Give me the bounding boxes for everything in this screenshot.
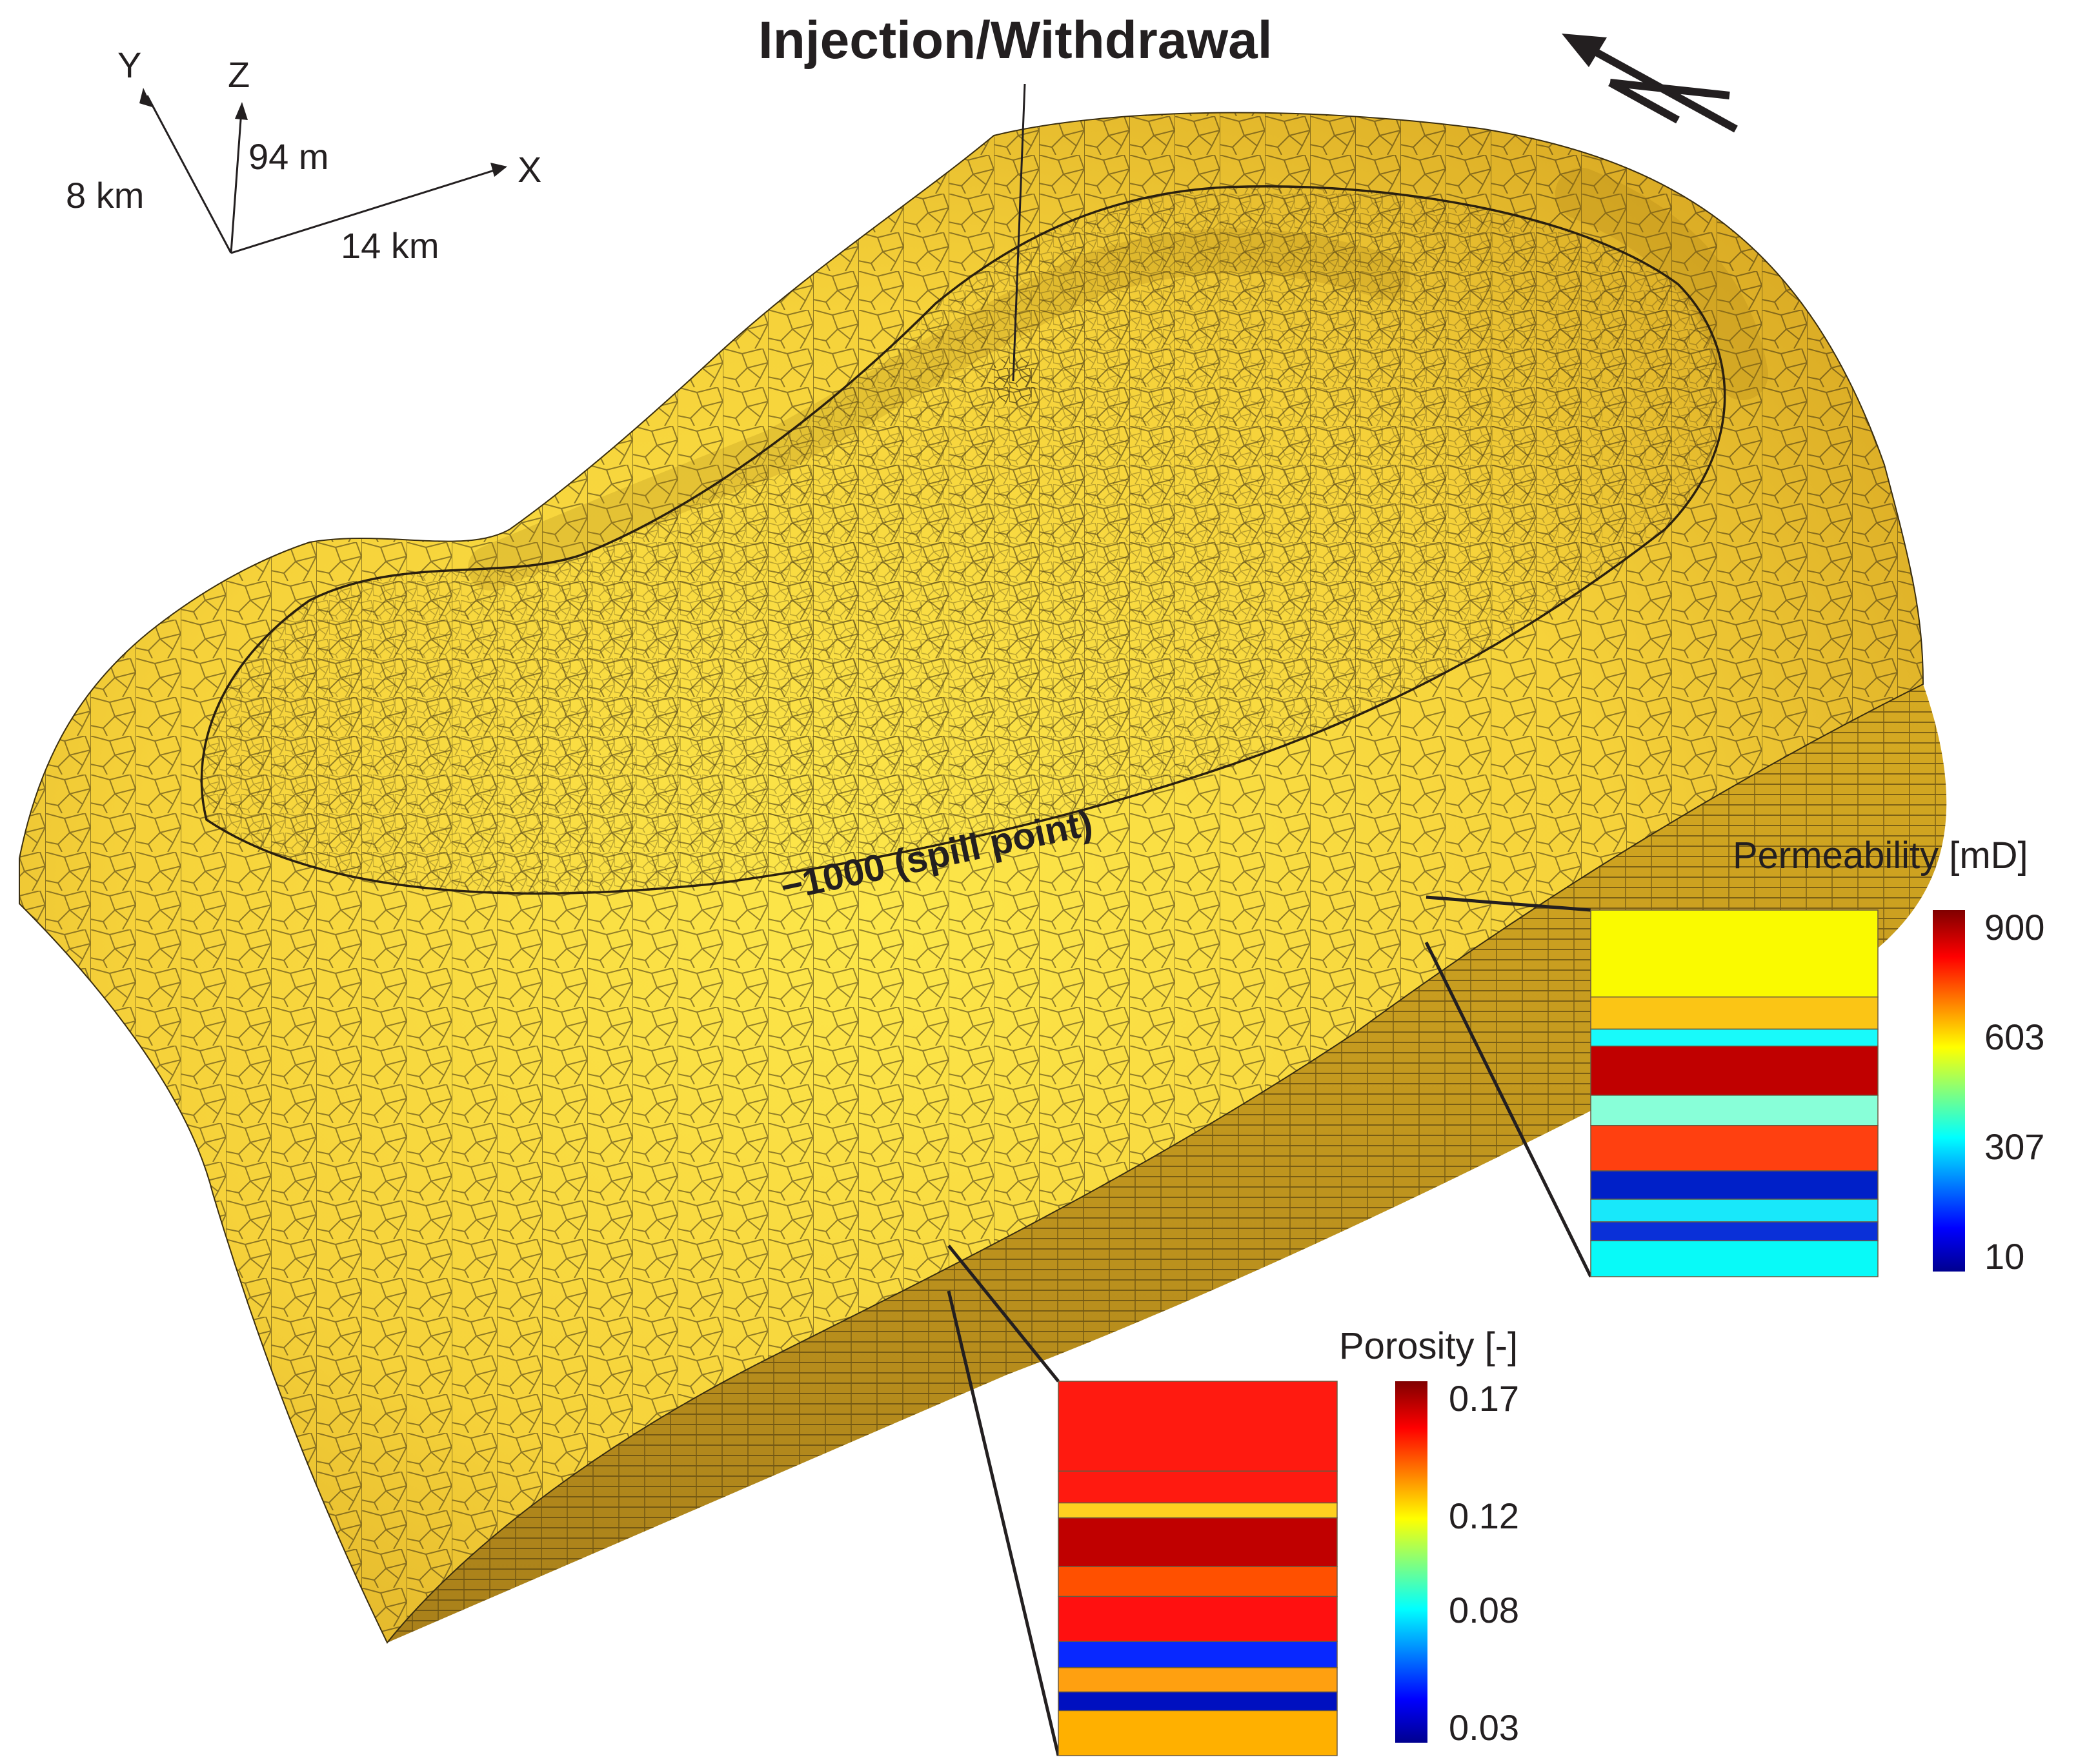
north-arrow-icon xyxy=(1562,34,1738,133)
permeability-layer-2 xyxy=(1590,996,1879,1030)
permeability-colorbar xyxy=(1933,910,1965,1272)
z-axis-arrow xyxy=(230,110,243,254)
porosity-tick-label: 0.08 xyxy=(1449,1590,1519,1630)
x-length-label: 14 km xyxy=(341,225,439,266)
y-axis-label: Y xyxy=(117,45,141,85)
porosity-title: Porosity [-] xyxy=(1339,1325,1518,1367)
porosity-ticks: 0.17 0.12 0.08 0.03 xyxy=(1449,1378,1519,1748)
porosity-tick-label: 0.03 xyxy=(1449,1707,1519,1748)
x-axis-arrow xyxy=(230,168,499,254)
porosity-callout: Porosity [-] 0.17 0.12 0.08 0.03 xyxy=(947,1244,1519,1756)
permeability-layer-10 xyxy=(1590,1240,1879,1277)
porosity-layer-9 xyxy=(1058,1691,1338,1712)
porosity-layer-10 xyxy=(1058,1710,1338,1756)
spill-point-contour xyxy=(200,185,1726,895)
permeability-tick-label: 307 xyxy=(1984,1126,2044,1167)
porosity-layer-4 xyxy=(1058,1517,1338,1567)
porosity-layer-6 xyxy=(1058,1596,1338,1642)
porosity-tick-label: 0.12 xyxy=(1449,1495,1519,1536)
porosity-colorbar xyxy=(1395,1381,1427,1743)
y-arrowhead-icon xyxy=(139,88,152,107)
z-axis-label: Z xyxy=(228,54,250,95)
z-length-label: 94 m xyxy=(248,136,329,177)
permeability-layer-4 xyxy=(1590,1046,1879,1096)
permeability-tick-label: 900 xyxy=(1984,907,2044,948)
porosity-leader-bottom xyxy=(947,1290,1060,1756)
permeability-tick-label: 10 xyxy=(1984,1236,2024,1277)
y-length-label: 8 km xyxy=(66,175,144,216)
reservoir-mesh xyxy=(19,83,1947,1644)
permeability-layer-9 xyxy=(1590,1221,1879,1242)
injection-well xyxy=(1012,83,1026,381)
permeability-leader-top xyxy=(1426,895,1591,912)
permeability-leader-bottom xyxy=(1424,941,1593,1278)
figure-title: Injection/Withdrawal xyxy=(758,11,1273,70)
x-axis-label: X xyxy=(518,149,541,190)
closure-fine-mesh xyxy=(201,186,1725,894)
permeability-layer-8 xyxy=(1590,1199,1879,1222)
porosity-layer-1 xyxy=(1058,1381,1338,1472)
permeability-layer-column xyxy=(1590,909,1879,1277)
z-arrowhead-icon xyxy=(235,102,248,120)
porosity-layer-2 xyxy=(1058,1470,1338,1504)
permeability-layer-1 xyxy=(1590,909,1879,998)
axis-triad xyxy=(139,88,507,254)
permeability-layer-7 xyxy=(1590,1170,1879,1200)
x-arrowhead-icon xyxy=(490,163,507,177)
porosity-layer-5 xyxy=(1058,1566,1338,1597)
y-axis-arrow xyxy=(146,95,232,254)
porosity-layer-7 xyxy=(1058,1641,1338,1668)
permeability-tick-label: 603 xyxy=(1984,1017,2044,1057)
ridge-shadow-east xyxy=(1555,168,1768,400)
porosity-leader-top xyxy=(947,1244,1060,1383)
permeability-callout: Permeability [mD] 900 603 307 10 xyxy=(1424,835,2044,1278)
permeability-layer-6 xyxy=(1590,1125,1879,1171)
porosity-layer-3 xyxy=(1058,1502,1338,1519)
porosity-layer-column xyxy=(1058,1381,1338,1756)
porosity-layer-8 xyxy=(1058,1667,1338,1693)
permeability-layer-5 xyxy=(1590,1095,1879,1126)
porosity-tick-label: 0.17 xyxy=(1449,1378,1519,1419)
permeability-ticks: 900 603 307 10 xyxy=(1984,907,2044,1277)
permeability-layer-3 xyxy=(1590,1028,1879,1047)
well-mesh-refinement xyxy=(989,356,1038,405)
permeability-title: Permeability [mD] xyxy=(1733,835,2028,877)
